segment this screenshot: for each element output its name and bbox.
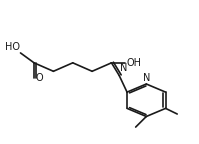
Text: OH: OH: [127, 58, 141, 68]
Text: N: N: [120, 63, 128, 73]
Text: N: N: [143, 73, 150, 83]
Text: HO: HO: [5, 42, 20, 52]
Text: O: O: [36, 73, 44, 83]
